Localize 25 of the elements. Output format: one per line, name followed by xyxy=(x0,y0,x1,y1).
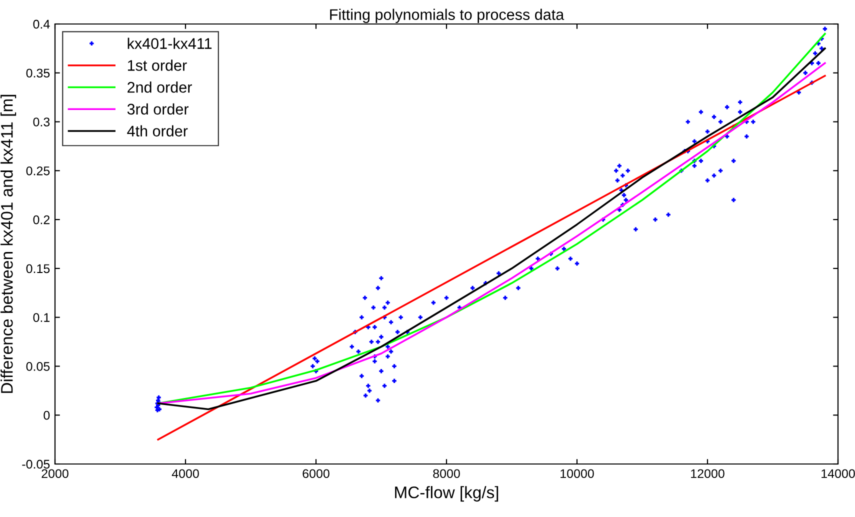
y-tick-label: 0.4 xyxy=(33,20,50,29)
x-tick-label: 6000 xyxy=(302,469,330,478)
y-tick-label: 0.25 xyxy=(26,166,50,176)
x-tick-label: 14000 xyxy=(822,469,855,478)
x-axis-title: MC-flow [kg/s] xyxy=(395,486,498,502)
x-tick-label: 8000 xyxy=(433,469,460,478)
legend-label: 4th order xyxy=(127,125,188,136)
y-tick-label: 0.35 xyxy=(26,68,50,78)
legend-label: 1st order xyxy=(128,60,187,71)
y-tick-label: 0.1 xyxy=(33,313,50,322)
y-tick-label: 0.05 xyxy=(26,362,50,371)
y-axis-title: Difference between kx401 and kx411 [m] xyxy=(0,94,16,393)
y-tick-label: -0.05 xyxy=(22,460,50,469)
y-tick-label: 0 xyxy=(44,410,50,420)
legend-label: kx401-kx411 xyxy=(128,38,212,49)
x-tick-label: 12000 xyxy=(691,469,724,478)
y-tick-label: 0.3 xyxy=(33,118,50,126)
x-tick-label: 4000 xyxy=(172,469,199,478)
y-tick-label: 0.2 xyxy=(33,215,50,224)
legend-label: 2nd order xyxy=(128,82,192,93)
legend-label: 3rd order xyxy=(127,103,189,115)
chart-title: Fitting polynomials to process data xyxy=(330,8,564,24)
y-tick-label: 0.15 xyxy=(26,264,50,274)
x-tick-label: 10000 xyxy=(560,469,594,478)
x-tick-label: 2000 xyxy=(42,469,68,478)
